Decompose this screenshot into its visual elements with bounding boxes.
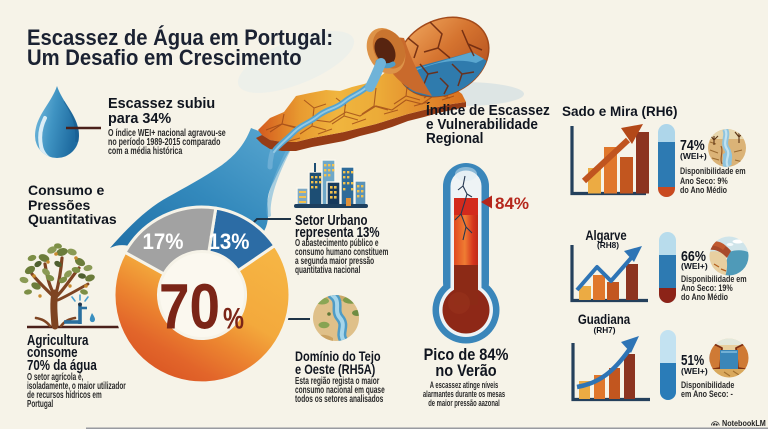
svg-text:13%: 13% bbox=[209, 229, 250, 254]
svg-text:70: 70 bbox=[159, 271, 220, 343]
svg-text:84%: 84% bbox=[495, 194, 529, 213]
svg-text:17%: 17% bbox=[143, 229, 184, 254]
svg-text:%: % bbox=[223, 303, 244, 336]
